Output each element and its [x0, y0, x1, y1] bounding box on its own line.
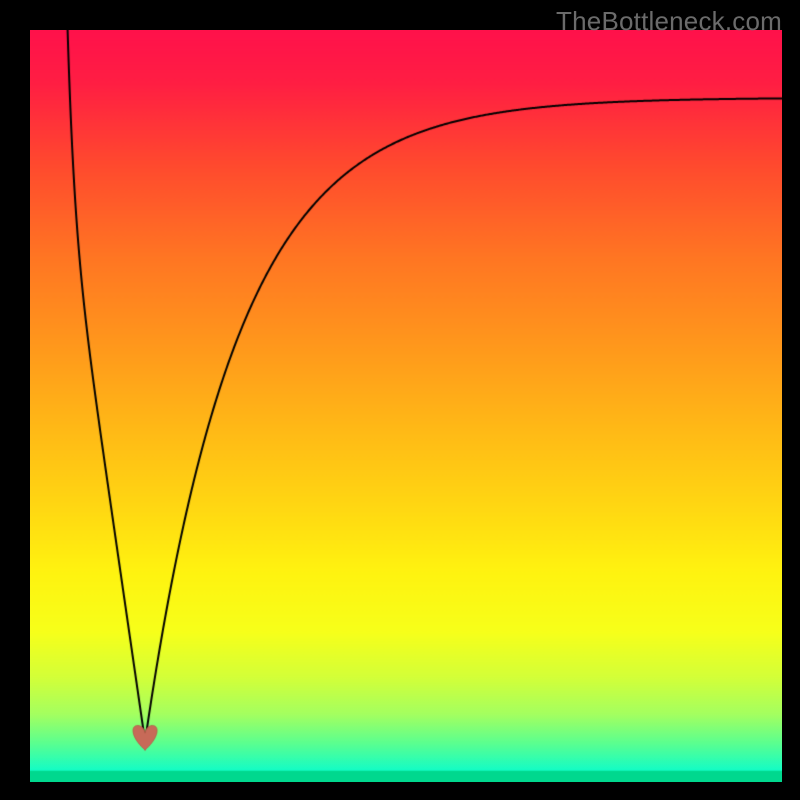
plot-area [30, 30, 782, 782]
watermark-text: TheBottleneck.com [556, 6, 782, 37]
bottleneck-curve [30, 30, 782, 782]
